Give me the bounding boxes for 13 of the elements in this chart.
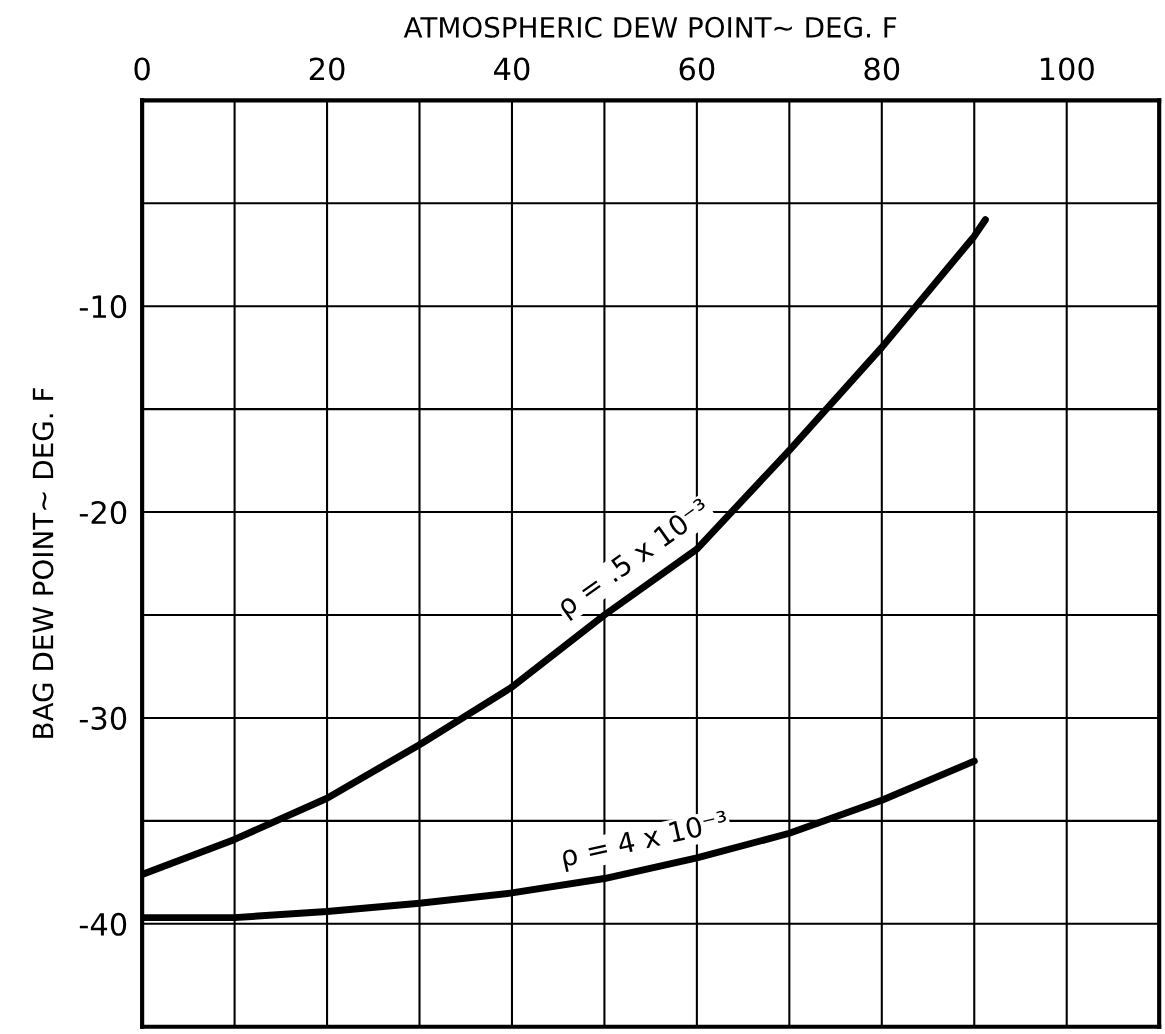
y-tick-label: -30 (79, 706, 127, 730)
y-axis-title: BAG DEW POINT∼ DEG. F (32, 388, 54, 738)
x-tick-label: 100 (1040, 57, 1094, 81)
x-tick-label: 60 (679, 57, 715, 81)
y-tick-label: -20 (79, 500, 127, 525)
y-tick-label: -10 (79, 295, 127, 319)
x-tick-label: 80 (864, 57, 900, 81)
x-tick-label: 40 (494, 57, 530, 81)
x-axis-title: ATMOSPHERIC DEW POINT∼ DEG. F (403, 16, 897, 38)
text: ρ = 4 x 10⁻³ (560, 809, 730, 873)
x-tick-label: 20 (309, 57, 345, 81)
x-tick-label: 0 (134, 57, 150, 81)
y-tick-label: -40 (79, 912, 127, 936)
